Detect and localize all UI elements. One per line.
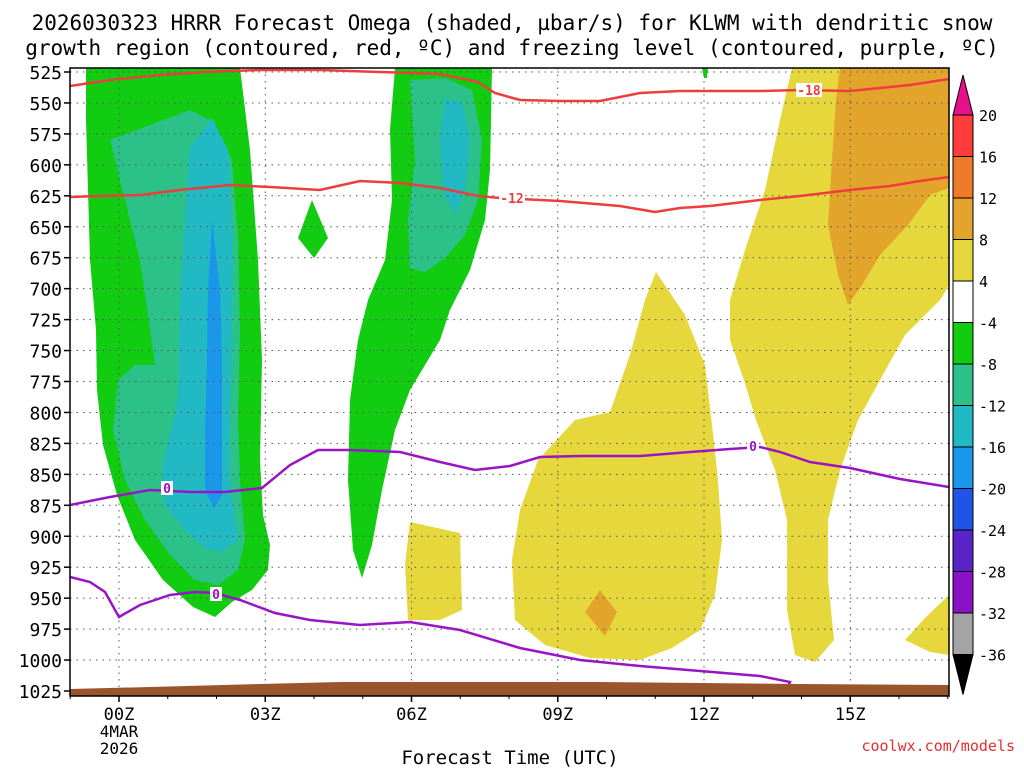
y-tick-label-625: 625 <box>29 187 62 208</box>
y-tick-label-925: 925 <box>29 558 62 579</box>
x-tick-year: 2026 <box>100 739 139 758</box>
colorbar-label--24: -24 <box>979 522 1006 540</box>
y-tick-label-800: 800 <box>29 403 62 424</box>
y-tick-label-875: 875 <box>29 496 62 517</box>
x-tick-label-15Z: 15Z <box>835 705 866 725</box>
credit-text: coolwx.com/models <box>861 737 1015 755</box>
colorbar-label--16: -16 <box>979 439 1006 457</box>
purple-contour-lower <box>70 575 792 688</box>
x-tick-label-09Z: 09Z <box>542 705 573 725</box>
chart-title-line2: growth region (contoured, red, ºC) and f… <box>25 36 999 60</box>
omega-region-pos-4-b <box>512 272 722 660</box>
purple-contour-label-lower: 0 <box>212 588 220 603</box>
omega-region-neg-16-a <box>205 220 222 508</box>
colorbar-label-8: 8 <box>979 232 988 250</box>
red-contour-label-minus-12: -12 <box>500 192 523 207</box>
omega-region-pos-4-d <box>905 595 949 655</box>
y-tick-label-825: 825 <box>29 434 62 455</box>
grid <box>70 68 949 696</box>
x-tick-label-06Z: 06Z <box>396 705 427 725</box>
omega-region-pos-4-c <box>405 522 462 620</box>
red-contour-label-minus-18: -18 <box>797 84 821 99</box>
colorbar-swatch-9 <box>952 488 974 531</box>
omega-region-pos-8-small <box>585 590 617 636</box>
omega-shading <box>70 68 949 696</box>
x-tick-label-00Z: 00Z <box>104 705 135 725</box>
purple-contour-label-upper-left: 0 <box>163 482 171 497</box>
colorbar-label--32: -32 <box>979 605 1006 623</box>
y-tick-label-725: 725 <box>29 311 62 332</box>
y-tick-label-750: 750 <box>29 342 62 363</box>
y-tick-label-850: 850 <box>29 465 62 486</box>
colorbar-label--4: -4 <box>979 315 997 333</box>
colorbar-swatch-10 <box>952 529 974 572</box>
colorbar-label--28: -28 <box>979 564 1006 582</box>
colorbar-label--12: -12 <box>979 398 1006 416</box>
y-tick-label-975: 975 <box>29 620 62 641</box>
colorbar-top-arrow <box>952 74 974 116</box>
colorbar-swatch-6 <box>952 363 974 406</box>
terrain-ground <box>70 682 949 696</box>
y-tick-label-900: 900 <box>29 527 62 548</box>
colorbar-label--8: -8 <box>979 356 997 374</box>
colorbar-label-16: 16 <box>979 149 997 167</box>
colorbar-label--36: -36 <box>979 647 1006 665</box>
y-tick-label-525: 525 <box>29 63 62 84</box>
colorbar-swatch-0 <box>952 114 974 157</box>
x-axis-label: Forecast Time (UTC) <box>401 747 618 768</box>
y-tick-label-775: 775 <box>29 373 62 394</box>
y-tick-label-600: 600 <box>29 156 62 177</box>
colorbar: 20 16 12 8 4 -4 -8 -12 -16 -20 -24 -28 -32 -36 <box>952 74 1006 695</box>
colorbar-swatch-11 <box>952 571 974 614</box>
colorbar-label-12: 12 <box>979 190 997 208</box>
colorbar-swatch-4 <box>952 280 974 323</box>
y-tick-label-700: 700 <box>29 280 62 301</box>
y-tick-label-1025: 1025 <box>19 682 62 703</box>
contour-labels: -18 -12 0 0 0 <box>161 83 822 603</box>
omega-region-neg-12-b <box>440 98 470 215</box>
chart-title-line1: 2026030323 HRRR Forecast Omega (shaded, … <box>32 11 993 35</box>
purple-contour-upper <box>70 445 949 507</box>
colorbar-swatch-3 <box>952 239 974 282</box>
colorbar-swatch-7 <box>952 405 974 448</box>
colorbar-swatch-2 <box>952 197 974 240</box>
x-tick-label-12Z: 12Z <box>689 705 720 725</box>
y-tick-label-1000: 1000 <box>19 651 62 672</box>
colorbar-bottom-arrow <box>952 654 974 695</box>
colorbar-swatch-12 <box>952 612 974 655</box>
y-tick-label-650: 650 <box>29 218 62 239</box>
y-tick-label-550: 550 <box>29 94 62 115</box>
colorbar-swatch-1 <box>952 156 974 199</box>
colorbar-swatch-8 <box>952 446 974 489</box>
colorbar-label-20: 20 <box>979 107 997 125</box>
y-tick-label-950: 950 <box>29 589 62 610</box>
y-tick-label-575: 575 <box>29 125 62 146</box>
y-axis: 525 550 575 600 625 650 675 700 725 750 775 800 825 8… <box>19 63 70 703</box>
x-tick-date: 4MAR <box>100 722 139 741</box>
x-tick-label-03Z: 03Z <box>250 705 281 725</box>
colorbar-swatch-5 <box>952 322 974 365</box>
colorbar-label--20: -20 <box>979 481 1006 499</box>
purple-contour-label-upper-right: 0 <box>749 440 757 455</box>
red-contour-minus-18 <box>70 68 949 103</box>
y-tick-label-675: 675 <box>29 249 62 270</box>
omega-region-neg-4-c <box>298 200 328 258</box>
colorbar-label-4: 4 <box>979 273 988 291</box>
